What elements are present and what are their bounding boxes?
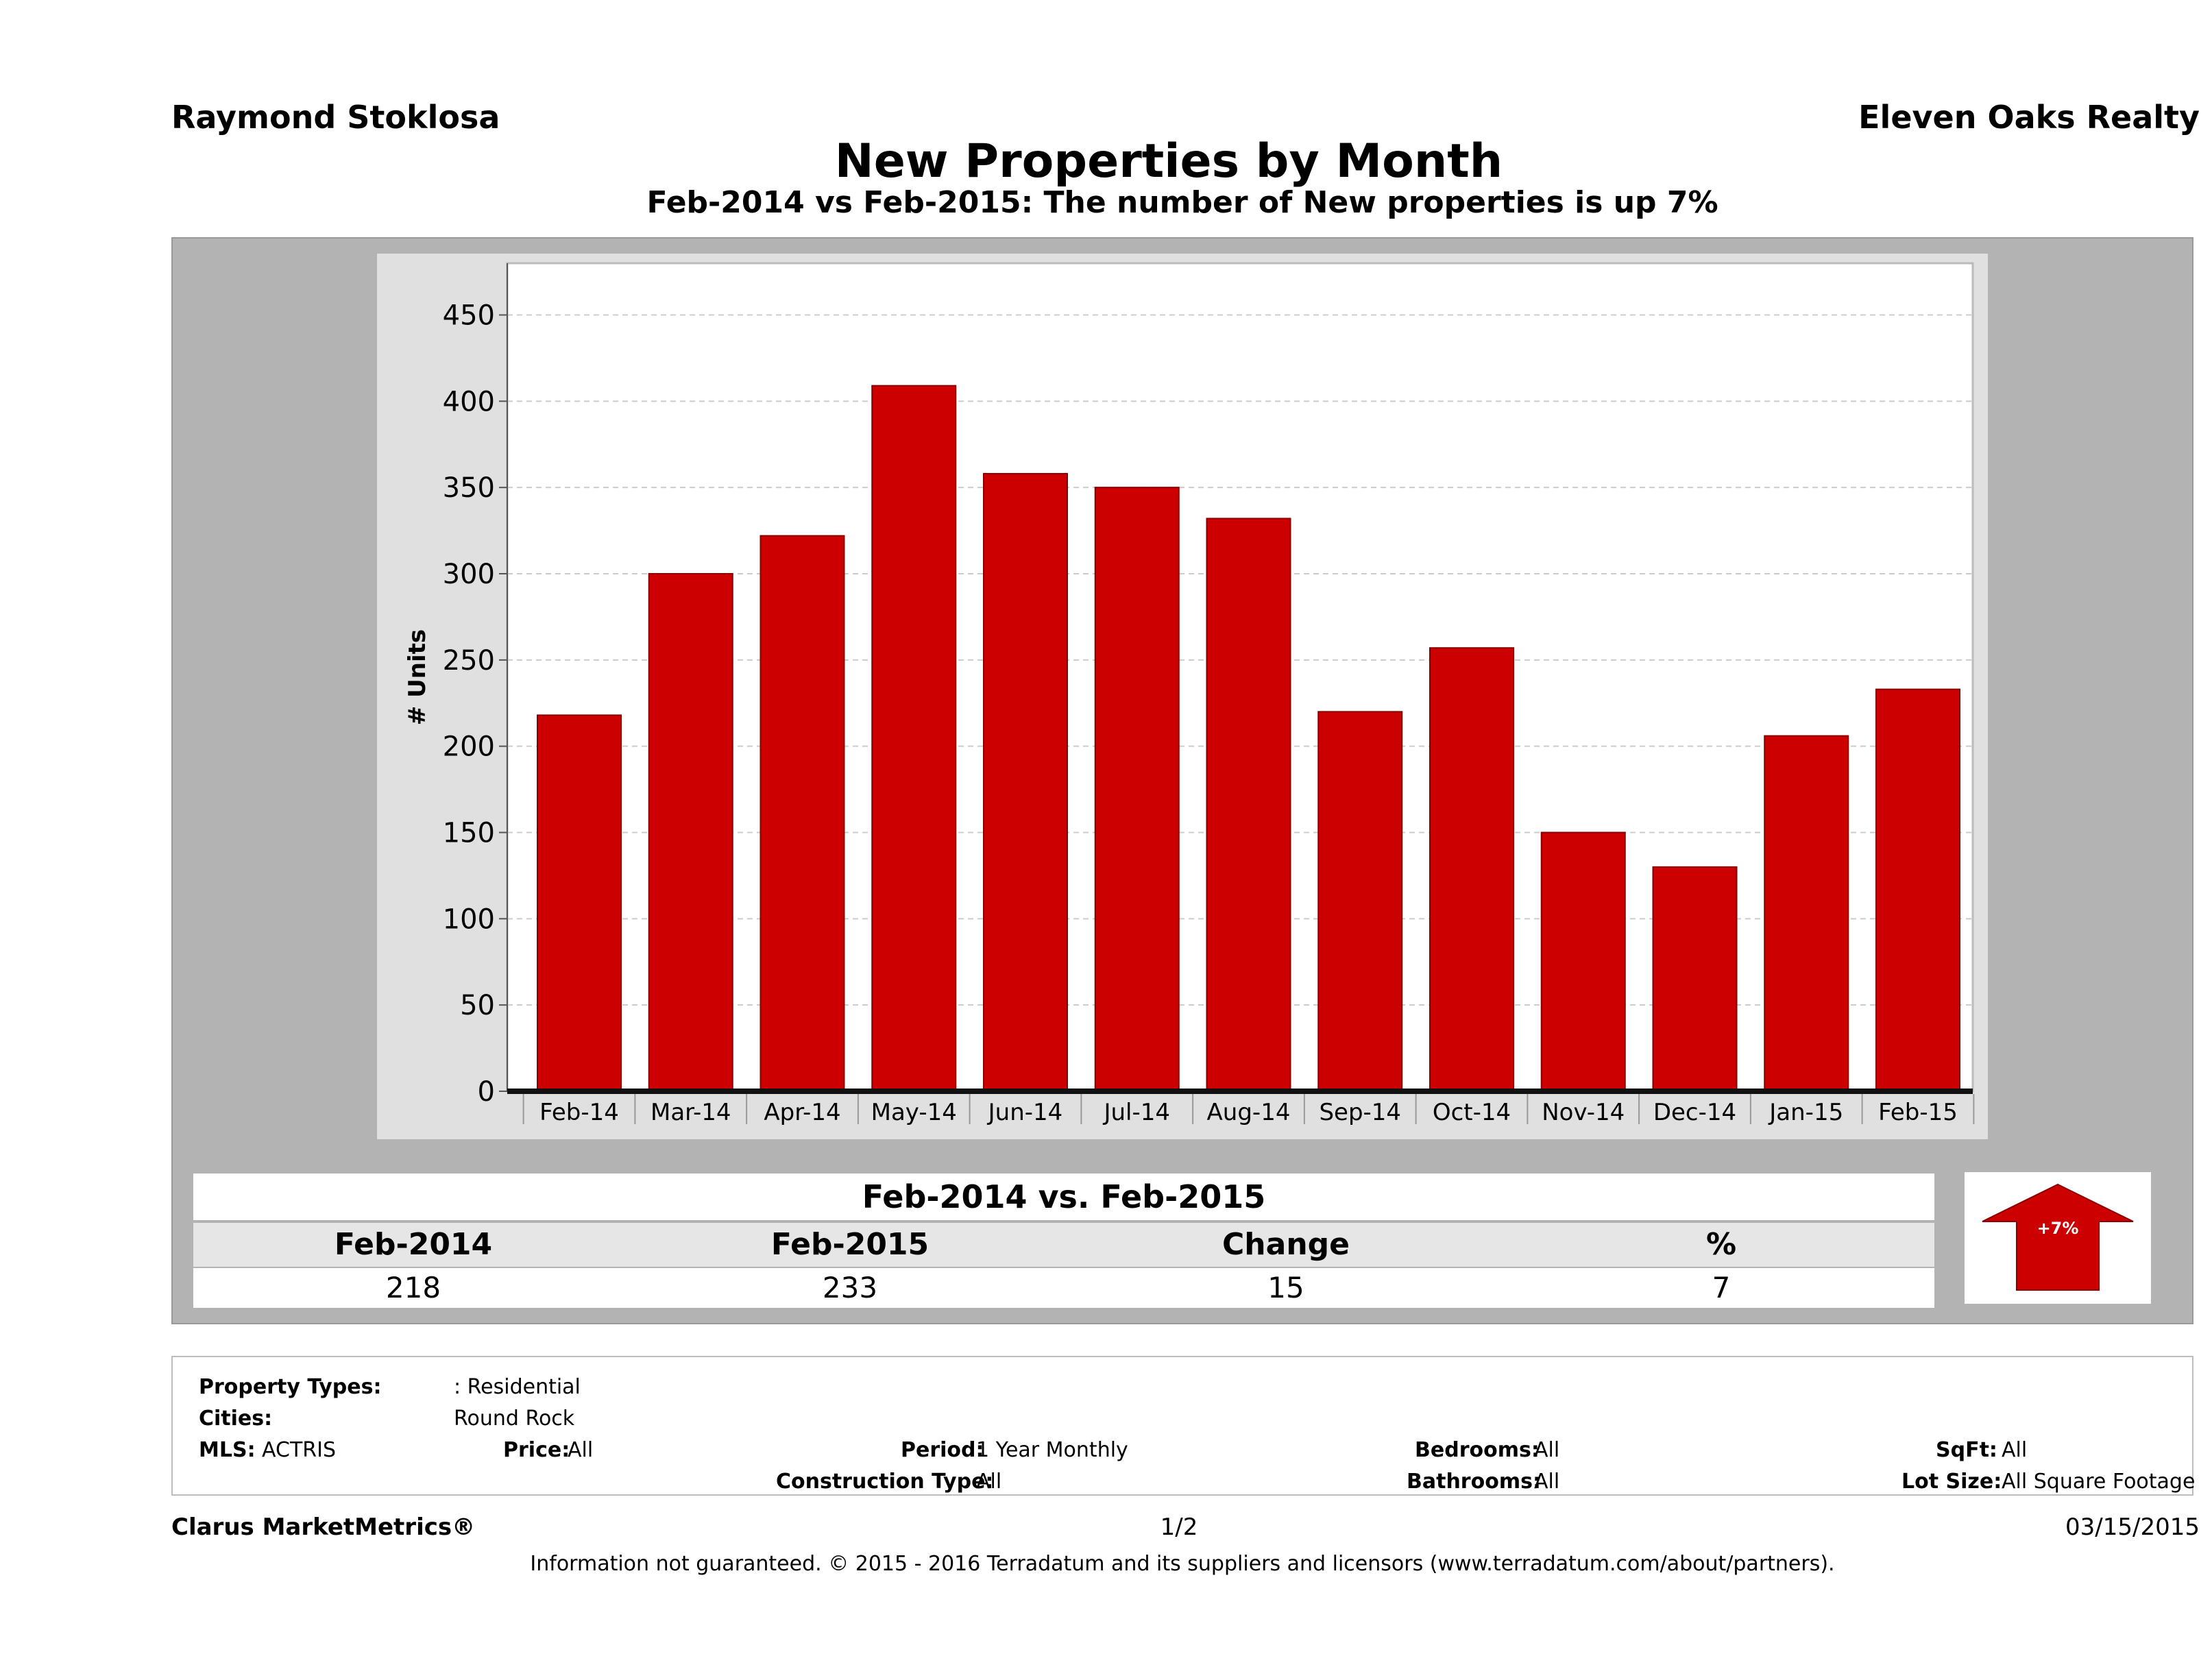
bar-jan-15 bbox=[1764, 735, 1849, 1092]
badge-label: +7% bbox=[2037, 1219, 2079, 1238]
lot-size-value: All Square Footage bbox=[2002, 1470, 2196, 1494]
y-tick-label: 0 bbox=[478, 1076, 495, 1108]
x-tick-label: Feb-14 bbox=[539, 1099, 619, 1126]
chart-subtitle: Feb-2014 vs Feb-2015: The number of New … bbox=[646, 185, 1718, 220]
bar-aug-14 bbox=[1206, 518, 1291, 1092]
bar-jul-14 bbox=[1094, 487, 1180, 1092]
x-tick-label: Dec-14 bbox=[1653, 1099, 1736, 1126]
construction-type-label: Construction Type: bbox=[776, 1470, 994, 1494]
period-label: Period: bbox=[901, 1438, 984, 1462]
disclaimer: Information not guaranteed. © 2015 - 201… bbox=[530, 1552, 1835, 1576]
x-tick-label: Oct-14 bbox=[1433, 1099, 1511, 1126]
x-tick-label: Jul-14 bbox=[1102, 1099, 1170, 1126]
value-feb-2014: 218 bbox=[385, 1271, 441, 1304]
sqft-value: All bbox=[2002, 1438, 2028, 1462]
summary-heading: Feb-2014 vs. Feb-2015 bbox=[862, 1178, 1266, 1215]
y-tick-label: 50 bbox=[460, 990, 495, 1021]
value-percent: 7 bbox=[1712, 1271, 1731, 1304]
x-tick-label: Mar-14 bbox=[651, 1099, 731, 1126]
col-header-percent: % bbox=[1705, 1227, 1737, 1262]
sqft-label: SqFt: bbox=[1936, 1438, 1997, 1462]
chart-title: New Properties by Month bbox=[834, 134, 1503, 189]
chart-area: 0 50 100 150 200 250 300 350 400 450 # Units Feb-14… bbox=[377, 254, 1988, 1139]
bar-nov-14 bbox=[1540, 831, 1626, 1092]
cities-value: Round Rock bbox=[454, 1407, 575, 1431]
y-tick-label: 350 bbox=[443, 472, 495, 504]
bar-apr-14 bbox=[759, 535, 845, 1092]
summary-heading-row: Feb-2014 vs. Feb-2015 bbox=[193, 1174, 1934, 1220]
bedrooms-value: All bbox=[1534, 1438, 1560, 1462]
change-badge: +7% bbox=[1965, 1172, 2151, 1304]
lot-size-label: Lot Size: bbox=[1901, 1470, 2002, 1494]
x-tick-label: Jun-14 bbox=[987, 1099, 1063, 1126]
y-tick-label: 250 bbox=[443, 645, 495, 677]
x-tick-label: Sep-14 bbox=[1319, 1099, 1401, 1126]
y-axis-label: # Units bbox=[404, 629, 431, 725]
bar-feb-14 bbox=[537, 714, 622, 1092]
property-types-value: : Residential bbox=[454, 1375, 581, 1399]
bathrooms-label: Bathrooms: bbox=[1407, 1470, 1541, 1494]
y-tick-label: 100 bbox=[443, 903, 495, 935]
cities-label: Cities: bbox=[199, 1407, 273, 1431]
period-value: 1 Year Monthly bbox=[976, 1438, 1128, 1462]
bar-chart: 0 50 100 150 200 250 300 350 400 450 # Units Feb-14… bbox=[404, 262, 1975, 1126]
page-number: 1/2 bbox=[1160, 1513, 1198, 1541]
property-types-label: Property Types: bbox=[199, 1375, 382, 1399]
summary-values-row: 218 233 15 7 bbox=[193, 1268, 1934, 1308]
y-tick-label: 450 bbox=[443, 300, 495, 332]
x-tick-label: Feb-15 bbox=[1878, 1099, 1958, 1126]
bar-jun-14 bbox=[983, 473, 1068, 1092]
mls-label: MLS: bbox=[199, 1438, 256, 1462]
y-tick-label: 200 bbox=[443, 731, 495, 763]
agent-name: Raymond Stoklosa bbox=[171, 99, 500, 136]
company-name: Eleven Oaks Realty bbox=[1858, 99, 2200, 136]
col-header-feb-2014: Feb-2014 bbox=[334, 1227, 493, 1262]
summary-column-headers: Feb-2014 Feb-2015 Change % bbox=[193, 1223, 1934, 1267]
y-tick-label: 150 bbox=[443, 818, 495, 849]
x-tick-label: May-14 bbox=[871, 1099, 957, 1126]
value-feb-2015: 233 bbox=[822, 1271, 878, 1304]
search-criteria: Property Types: : Residential Cities: Ro… bbox=[171, 1356, 2196, 1496]
col-header-change: Change bbox=[1222, 1227, 1350, 1262]
col-header-feb-2015: Feb-2015 bbox=[770, 1227, 929, 1262]
bedrooms-label: Bedrooms: bbox=[1415, 1438, 1540, 1462]
bathrooms-value: All bbox=[1534, 1470, 1560, 1494]
price-label: Price: bbox=[503, 1438, 570, 1462]
footer-brand: Clarus MarketMetrics® bbox=[171, 1513, 476, 1541]
up-arrow-icon: +7% bbox=[1982, 1183, 2134, 1291]
report-date: 03/15/2015 bbox=[2065, 1513, 2200, 1541]
y-tick-label: 400 bbox=[443, 386, 495, 417]
bar-dec-14 bbox=[1652, 866, 1738, 1092]
x-tick-label: Aug-14 bbox=[1207, 1099, 1291, 1126]
x-tick-label: Nov-14 bbox=[1542, 1099, 1625, 1126]
bar-may-14 bbox=[871, 385, 957, 1092]
construction-type-value: All bbox=[976, 1470, 1002, 1494]
x-tick-label: Apr-14 bbox=[764, 1099, 840, 1126]
y-tick-label: 300 bbox=[443, 559, 495, 590]
bar-feb-15 bbox=[1875, 688, 1960, 1092]
price-value: All bbox=[568, 1438, 594, 1462]
mls-value: ACTRIS bbox=[262, 1438, 337, 1462]
value-change: 15 bbox=[1267, 1271, 1304, 1304]
x-tick-label: Jan-15 bbox=[1768, 1099, 1843, 1126]
bar-mar-14 bbox=[648, 573, 733, 1092]
bar-sep-14 bbox=[1317, 711, 1403, 1092]
bar-oct-14 bbox=[1429, 647, 1514, 1092]
